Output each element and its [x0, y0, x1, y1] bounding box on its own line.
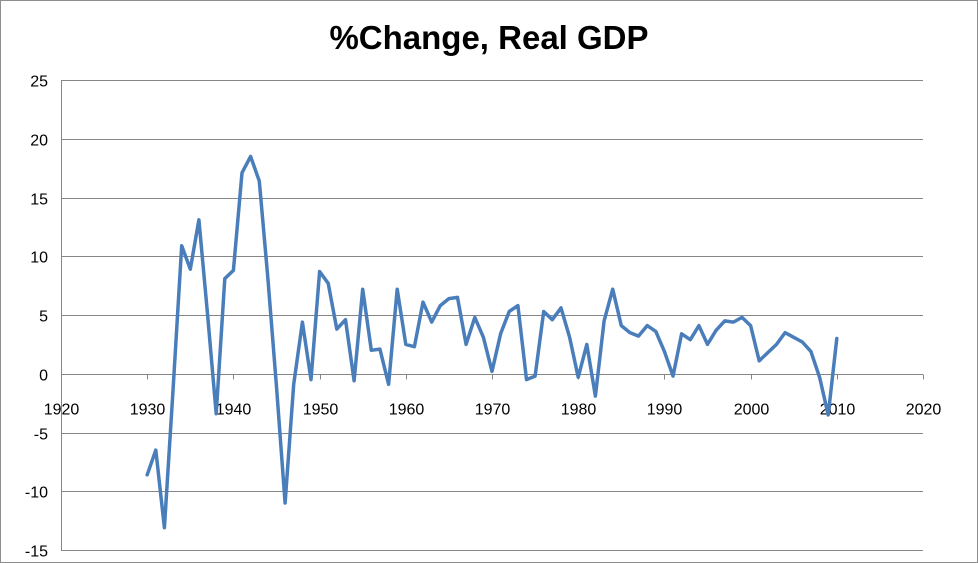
- axes: [61, 80, 924, 550]
- x-tick-label: 1950: [303, 402, 339, 419]
- gridlines: [61, 80, 923, 551]
- y-tick-labels: -15 -10 -5 0 5 10 15 20 25: [25, 74, 48, 561]
- y-tick-label: 5: [39, 309, 48, 326]
- x-tick-label: 1940: [216, 402, 252, 419]
- x-tick-label: 1960: [389, 402, 425, 419]
- y-tick-label: -10: [25, 485, 48, 502]
- x-tick-labels: 1920 1930 1940 1950 1960 1970 1980 1990 2000 2010…: [44, 402, 942, 419]
- x-tick-label: 1920: [44, 402, 80, 419]
- x-tick-label: 1930: [130, 402, 166, 419]
- x-tick-label: 1990: [647, 402, 683, 419]
- y-tick-label: -15: [25, 544, 48, 561]
- chart-title: %Change, Real GDP: [329, 19, 649, 56]
- y-tick-label: 0: [39, 368, 48, 385]
- y-tick-label: 15: [30, 192, 48, 209]
- x-tick-label: 1970: [475, 402, 511, 419]
- y-tick-label: 10: [30, 250, 48, 267]
- y-tick-label: 25: [30, 74, 48, 91]
- x-tick-label: 2000: [734, 402, 770, 419]
- series-layer: [145, 154, 839, 530]
- x-tick-label: 2020: [906, 402, 942, 419]
- x-tick-label: 1980: [561, 402, 597, 419]
- y-tick-label: 20: [30, 133, 48, 150]
- series-line: [145, 154, 839, 530]
- y-tick-label: -5: [34, 427, 48, 444]
